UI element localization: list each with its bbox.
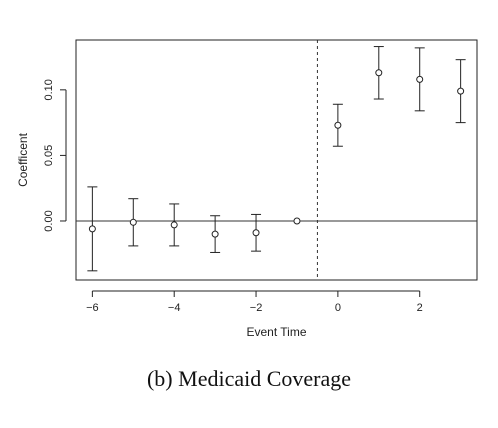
data-point [414, 47, 425, 112]
x-tick-label: −4 [168, 302, 181, 314]
point-marker [88, 225, 96, 233]
figure-caption: (b) Medicaid Coverage [146, 366, 352, 391]
data-point [455, 59, 466, 124]
data-point [251, 213, 262, 252]
data-point [169, 203, 180, 247]
x-axis: −6 −4 −2 0 2 [86, 290, 423, 314]
point-marker [375, 69, 383, 77]
data-point [373, 46, 384, 100]
x-axis-title: Event Time [246, 325, 306, 339]
data-point [128, 198, 139, 247]
point-marker [170, 221, 178, 229]
point-marker [129, 218, 137, 226]
x-tick-label: −2 [250, 302, 263, 314]
y-axis-title: Coefficent [16, 132, 30, 186]
x-tick-label: −6 [86, 302, 99, 314]
y-tick-label: 0.10 [43, 79, 55, 100]
data-point [293, 217, 301, 225]
data-point [87, 186, 98, 272]
point-marker [416, 75, 424, 83]
chart-plot: −6 −4 −2 0 2 0.00 0.05 0.10 Event Time Coeffic… [16, 39, 478, 339]
point-marker [293, 217, 301, 225]
data-point [210, 215, 221, 253]
point-marker [252, 229, 260, 237]
y-tick-label: 0.05 [43, 145, 55, 166]
point-marker [457, 87, 465, 95]
data-points [87, 46, 466, 272]
point-marker [211, 230, 219, 238]
y-tick-label: 0.00 [43, 210, 55, 231]
x-tick-label: 2 [417, 302, 423, 314]
point-marker [334, 121, 342, 129]
y-axis: 0.00 0.05 0.10 [43, 79, 67, 232]
plot-frame [75, 39, 478, 281]
x-tick-label: 0 [335, 302, 341, 314]
data-point [332, 103, 343, 147]
